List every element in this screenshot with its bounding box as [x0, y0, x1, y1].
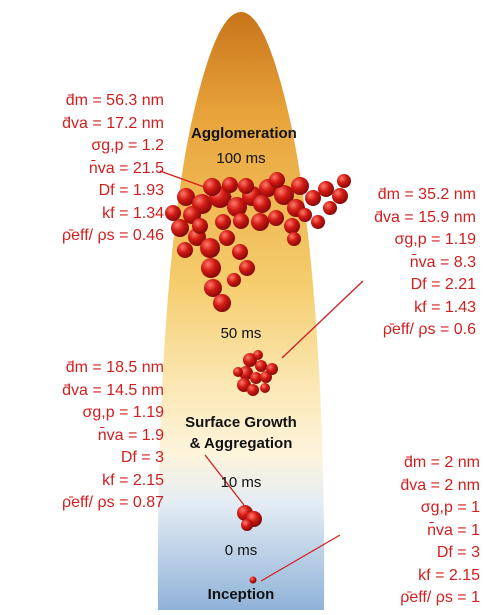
param-dm: d̄m = 56.3 nm [65, 92, 164, 109]
primary-particle [233, 367, 243, 377]
stage-time-10ms: 10 ms [220, 474, 262, 491]
param-df: Df = 3 [120, 449, 164, 466]
stage-title-inception: Inception [207, 586, 275, 603]
param-dm: d̄m = 18.5 nm [65, 359, 164, 376]
primary-particle [232, 244, 248, 260]
primary-particle [337, 174, 351, 188]
primary-particle [239, 366, 253, 380]
primary-particle [284, 218, 300, 234]
primary-particle [200, 238, 220, 258]
primary-particle [241, 519, 253, 531]
params-100ms: d̄m = 56.3 nm d̄va = 17.2 nm σg,p = 1.2 … [14, 90, 164, 248]
leader-line-10ms [204, 454, 245, 506]
param-nva: n̄va = 8.3 [409, 253, 476, 271]
primary-particle [204, 279, 222, 297]
params-50ms: d̄m = 35.2 nm d̄va = 15.9 nm σg,p = 1.19… [323, 184, 476, 342]
param-dm: d̄m = 2 nm [403, 454, 480, 471]
primary-particle [249, 576, 257, 584]
primary-particle [238, 178, 254, 194]
primary-particle [227, 197, 247, 217]
leader-line-50ms [281, 280, 364, 359]
aggregate-10ms [237, 505, 262, 531]
param-rho: ρ̄eff/ ρs = 0.46 [62, 227, 164, 244]
leader-line-0ms [260, 534, 341, 582]
primary-particle [251, 213, 269, 231]
aggregate-50ms [233, 350, 278, 396]
param-dva: d̄va = 17.2 nm [62, 114, 164, 132]
param-sigma: σg,p = 1.2 [91, 137, 164, 154]
primary-particle [291, 177, 309, 195]
stage-title-surface-growth: Surface Growth & Aggregation [176, 412, 306, 454]
primary-particle [311, 215, 325, 229]
primary-particle [250, 372, 262, 384]
param-sigma: σg,p = 1.19 [394, 231, 477, 248]
primary-particle [305, 190, 321, 206]
stage-time-0ms: 0 ms [224, 542, 258, 559]
param-rho: ρ̄eff/ ρs = 0.87 [62, 494, 164, 511]
primary-particle [274, 185, 294, 205]
stage-title-agglomeration: Agglomeration [191, 125, 297, 142]
primary-particle [253, 350, 263, 360]
stage-time-50ms: 50 ms [220, 325, 262, 342]
param-dm: d̄m = 35.2 nm [377, 186, 476, 203]
primary-particle [165, 205, 181, 221]
stage-title-surface-growth-line1: Surface Growth [185, 414, 297, 431]
primary-particle [269, 172, 285, 188]
param-sigma: σg,p = 1.19 [82, 404, 165, 421]
primary-particle [287, 232, 301, 246]
primary-particle [227, 273, 241, 287]
primary-particle [318, 181, 334, 197]
param-nva: n̄va = 21.5 [88, 159, 164, 177]
primary-particle [298, 208, 312, 222]
param-dva: d̄va = 15.9 nm [374, 208, 476, 226]
param-kf: kf = 2.15 [418, 566, 480, 584]
primary-particle [266, 363, 278, 375]
primary-particle [203, 178, 221, 196]
primary-particle [323, 201, 337, 215]
stage-title-surface-growth-line2: & Aggregation [189, 435, 293, 452]
param-kf: kf = 1.34 [102, 204, 164, 222]
param-sigma: σg,p = 1 [420, 499, 480, 516]
param-nva: n̄va = 1 [427, 521, 480, 539]
primary-particle [233, 213, 249, 229]
param-nva: n̄va = 1.9 [97, 426, 164, 444]
param-kf: kf = 2.15 [102, 471, 164, 489]
param-rho: ρ̄eff/ ρs = 1 [400, 589, 480, 606]
primary-particle [192, 218, 208, 234]
primary-particle [260, 383, 270, 393]
param-rho: ρ̄eff/ ρs = 0.6 [382, 321, 476, 338]
primary-particle [255, 360, 267, 372]
params-10ms: d̄m = 18.5 nm d̄va = 14.5 nm σg,p = 1.19… [14, 357, 164, 515]
primary-particle [215, 214, 231, 230]
stage-time-100ms: 100 ms [216, 150, 266, 167]
params-0ms: d̄m = 2 nm d̄va = 2 nm σg,p = 1 n̄va = 1… [341, 452, 480, 610]
primary-particle [268, 210, 284, 226]
param-df: Df = 1.93 [98, 182, 164, 199]
primary-particle [332, 188, 348, 204]
primary-particle [247, 384, 259, 396]
primary-particle [177, 242, 193, 258]
flame-shape [157, 12, 325, 610]
aggregate-100ms [165, 172, 351, 312]
primary-particle [177, 188, 195, 206]
primary-particle [213, 294, 231, 312]
primary-particle [253, 195, 271, 213]
primary-particle [219, 230, 235, 246]
param-dva: d̄va = 2 nm [400, 476, 480, 494]
particle-0ms [249, 576, 257, 584]
primary-particle [171, 219, 189, 237]
param-kf: kf = 1.43 [414, 298, 476, 316]
primary-particle [222, 177, 238, 193]
param-df: Df = 2.21 [410, 276, 476, 293]
primary-particle [239, 260, 255, 276]
primary-particle [201, 258, 221, 278]
param-dva: d̄va = 14.5 nm [62, 381, 164, 399]
param-df: Df = 3 [436, 544, 480, 561]
